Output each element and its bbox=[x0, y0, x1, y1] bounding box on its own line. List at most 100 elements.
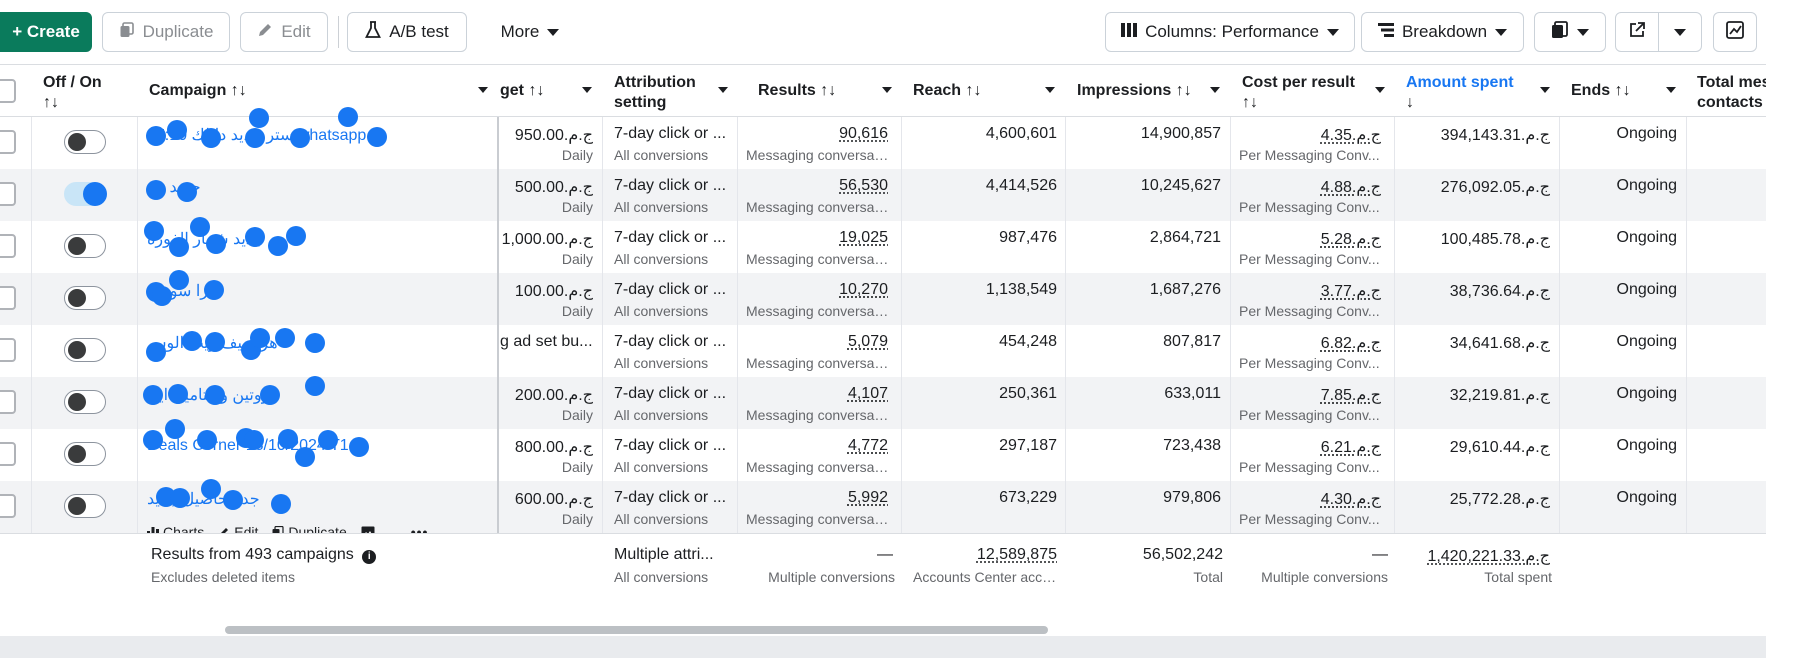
total-messaging-contacts-header[interactable]: Total mes contacts bbox=[1697, 73, 1766, 113]
chevron-down-icon[interactable] bbox=[1045, 87, 1055, 93]
horizontal-scrollbar[interactable] bbox=[225, 626, 1048, 634]
cost-per-result-header-label: Cost per result bbox=[1242, 74, 1355, 91]
campaign-toggle[interactable] bbox=[64, 390, 106, 414]
results-header-label: Results bbox=[758, 82, 816, 99]
right-page-edge bbox=[1766, 0, 1802, 658]
chevron-down-icon[interactable] bbox=[478, 87, 488, 93]
sort-icon[interactable]: ↑↓ bbox=[43, 94, 59, 111]
create-button[interactable]: + Create bbox=[0, 12, 92, 52]
amount-spent-value: 32,219.81.ج.م bbox=[1449, 387, 1550, 404]
summary-reach[interactable]: 12,589,875 bbox=[976, 546, 1057, 563]
ends-header[interactable]: Ends ↑↓ bbox=[1571, 81, 1631, 101]
row-checkbox[interactable] bbox=[0, 234, 16, 258]
results-value[interactable]: 19,025 bbox=[839, 229, 888, 246]
breakdown-dropdown[interactable]: Breakdown bbox=[1361, 12, 1524, 52]
attribution-header[interactable]: Attribution setting bbox=[614, 73, 696, 113]
attribution-sub: All conversions bbox=[614, 147, 709, 163]
sort-down-icon[interactable]: ↓ bbox=[1406, 94, 1414, 111]
export-button[interactable] bbox=[1615, 12, 1659, 52]
select-all-checkbox[interactable] bbox=[0, 79, 16, 103]
chevron-down-icon[interactable] bbox=[718, 87, 728, 93]
table-row[interactable] bbox=[0, 481, 1766, 533]
results-value[interactable]: 56,530 bbox=[839, 177, 888, 194]
edit-button[interactable]: Edit bbox=[240, 12, 328, 52]
sort-icon[interactable]: ↑↓ bbox=[820, 82, 837, 99]
cost-per-result-value[interactable]: 4.88.ج.م bbox=[1320, 179, 1381, 196]
duplicate-button[interactable]: Duplicate bbox=[102, 12, 230, 52]
cost-per-result-header[interactable]: Cost per result ↑↓ bbox=[1242, 73, 1355, 113]
attribution-sub: All conversions bbox=[614, 511, 709, 527]
off-on-header[interactable]: Off / On ↑↓ bbox=[43, 73, 102, 113]
budget-type: Daily bbox=[561, 251, 593, 267]
row-checkbox[interactable] bbox=[0, 390, 16, 414]
budget-type: Daily bbox=[561, 199, 593, 215]
duplicate-icon bbox=[119, 21, 135, 43]
cost-per-result-value[interactable]: 7.85.ج.م bbox=[1320, 387, 1381, 404]
info-icon[interactable]: i bbox=[362, 550, 377, 564]
campaign-toggle[interactable] bbox=[64, 234, 106, 258]
export-dropdown[interactable] bbox=[1658, 12, 1702, 52]
results-value[interactable]: 5,992 bbox=[847, 489, 888, 506]
row-checkbox[interactable] bbox=[0, 442, 16, 466]
amount-spent-value: 276,092.05.ج.م bbox=[1440, 179, 1550, 196]
more-label: More bbox=[500, 22, 540, 41]
row-checkbox[interactable] bbox=[0, 494, 16, 518]
row-checkbox[interactable] bbox=[0, 286, 16, 310]
campaign-toggle[interactable] bbox=[64, 130, 106, 154]
results-value[interactable]: 90,616 bbox=[839, 125, 888, 142]
reports-dropdown[interactable] bbox=[1534, 12, 1606, 52]
sort-icon[interactable]: ↑↓ bbox=[1242, 94, 1258, 111]
summary-row: Results from 493 campaigns i Excludes de… bbox=[0, 533, 1766, 633]
ab-test-button[interactable]: A/B test bbox=[347, 12, 467, 52]
row-checkbox[interactable] bbox=[0, 338, 16, 362]
results-header[interactable]: Results ↑↓ bbox=[758, 81, 836, 101]
attribution-value: 7-day click or ... bbox=[614, 385, 727, 402]
chevron-down-icon[interactable] bbox=[582, 87, 592, 93]
budget-header[interactable]: get ↑↓ bbox=[500, 81, 544, 101]
columns-dropdown[interactable]: Columns: Performance bbox=[1105, 12, 1355, 52]
summary-amount-spent[interactable]: 1,420,221.33.ج.م bbox=[1427, 548, 1550, 565]
table-row[interactable] bbox=[0, 377, 1766, 429]
more-button[interactable]: More bbox=[480, 12, 580, 52]
results-value[interactable]: 4,107 bbox=[847, 385, 888, 402]
columns-label: Columns: Performance bbox=[1145, 22, 1319, 41]
summary-cost-per-result-sub: Multiple conversions bbox=[1261, 569, 1388, 585]
row-checkbox[interactable] bbox=[0, 130, 16, 154]
results-count: Results from 493 campaigns i bbox=[151, 546, 377, 564]
cost-per-result-value[interactable]: 6.21.ج.م bbox=[1320, 439, 1381, 456]
campaign-toggle[interactable] bbox=[64, 182, 107, 206]
cost-per-result-value[interactable]: 4.35.ج.م bbox=[1320, 127, 1381, 144]
impressions-value: 807,817 bbox=[1163, 333, 1221, 350]
cost-per-result-value[interactable]: 5.28.ج.م bbox=[1320, 231, 1381, 248]
campaign-toggle[interactable] bbox=[64, 494, 106, 518]
cost-per-result-value[interactable]: 4.30.ج.م bbox=[1320, 491, 1381, 508]
chevron-down-icon[interactable] bbox=[1666, 87, 1676, 93]
charts-toggle-button[interactable] bbox=[1713, 12, 1757, 52]
impressions-header[interactable]: Impressions ↑↓ bbox=[1077, 81, 1192, 101]
campaign-header[interactable]: Campaign ↑↓ bbox=[149, 81, 247, 101]
cost-per-result-value[interactable]: 6.82.ج.م bbox=[1320, 335, 1381, 352]
sort-icon[interactable]: ↑↓ bbox=[1614, 82, 1631, 99]
sort-icon[interactable]: ↑↓ bbox=[1175, 82, 1192, 99]
campaign-toggle[interactable] bbox=[64, 338, 106, 362]
reach-value: 250,361 bbox=[999, 385, 1057, 402]
results-value[interactable]: 10,270 bbox=[839, 281, 888, 298]
cost-per-result-value[interactable]: 3.77.ج.م bbox=[1320, 283, 1381, 300]
results-value[interactable]: 5,079 bbox=[847, 333, 888, 350]
table-row[interactable] bbox=[0, 273, 1766, 325]
chevron-down-icon[interactable] bbox=[1375, 87, 1385, 93]
sort-icon[interactable]: ↑↓ bbox=[528, 82, 545, 99]
reach-header[interactable]: Reach ↑↓ bbox=[913, 81, 981, 101]
campaign-toggle[interactable] bbox=[64, 442, 106, 466]
chevron-down-icon[interactable] bbox=[1210, 87, 1220, 93]
row-checkbox[interactable] bbox=[0, 182, 16, 206]
table-row[interactable] bbox=[0, 169, 1766, 221]
campaign-toggle[interactable] bbox=[64, 286, 106, 310]
chevron-down-icon[interactable] bbox=[882, 87, 892, 93]
chevron-down-icon[interactable] bbox=[1540, 87, 1550, 93]
sort-icon[interactable]: ↑↓ bbox=[230, 82, 247, 99]
amount-spent-header[interactable]: Amount spent ↓ bbox=[1406, 73, 1514, 113]
results-value[interactable]: 4,772 bbox=[847, 437, 888, 454]
sort-icon[interactable]: ↑↓ bbox=[965, 82, 982, 99]
cost-per-result-type: Per Messaging Conv... bbox=[1239, 251, 1380, 267]
